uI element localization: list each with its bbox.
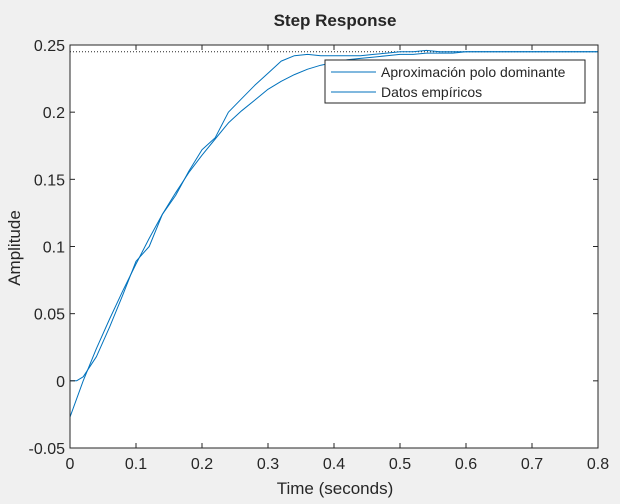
plot-area[interactable] [70, 45, 598, 448]
y-tick-label: 0.15 [34, 172, 65, 189]
x-tick-label: 0.5 [389, 456, 411, 473]
chart-title: Step Response [274, 11, 397, 30]
series-line-aproximacion-polo-dominante[interactable] [69, 51, 598, 418]
x-tick-label: 0 [66, 456, 75, 473]
x-tick-label: 0.2 [191, 456, 213, 473]
y-axis-label: Amplitude [5, 210, 24, 286]
series-line-datos-empiricos[interactable] [70, 49, 598, 382]
y-tick-label: 0.1 [43, 240, 65, 257]
series-layer [69, 49, 598, 418]
x-axis: 0 0.1 0.2 0.3 0.4 0.5 0.6 0.7 0.8 [66, 45, 609, 473]
x-tick-label: 0.1 [125, 456, 147, 473]
y-tick-label: 0.25 [34, 38, 65, 55]
y-tick-label: -0.05 [29, 441, 66, 458]
x-tick-label: 0.7 [521, 456, 543, 473]
legend-box [324, 59, 586, 104]
x-tick-label: 0.3 [257, 456, 279, 473]
x-tick-label: 0.8 [587, 456, 609, 473]
x-axis-label: Time (seconds) [277, 479, 394, 498]
legend[interactable]: Aproximación polo dominante Datos empíri… [324, 59, 586, 104]
y-axis: -0.05 0 0.05 0.1 0.15 0.2 0.25 [29, 38, 598, 458]
y-tick-label: 0 [56, 374, 65, 391]
y-tick-label: 0.2 [43, 105, 65, 122]
x-tick-label: 0.4 [323, 456, 345, 473]
x-tick-label: 0.6 [455, 456, 477, 473]
legend-entry-aproximacion: Aproximación polo dominante [381, 64, 566, 80]
legend-entry-datos: Datos empíricos [381, 84, 482, 100]
y-tick-label: 0.05 [34, 307, 65, 324]
